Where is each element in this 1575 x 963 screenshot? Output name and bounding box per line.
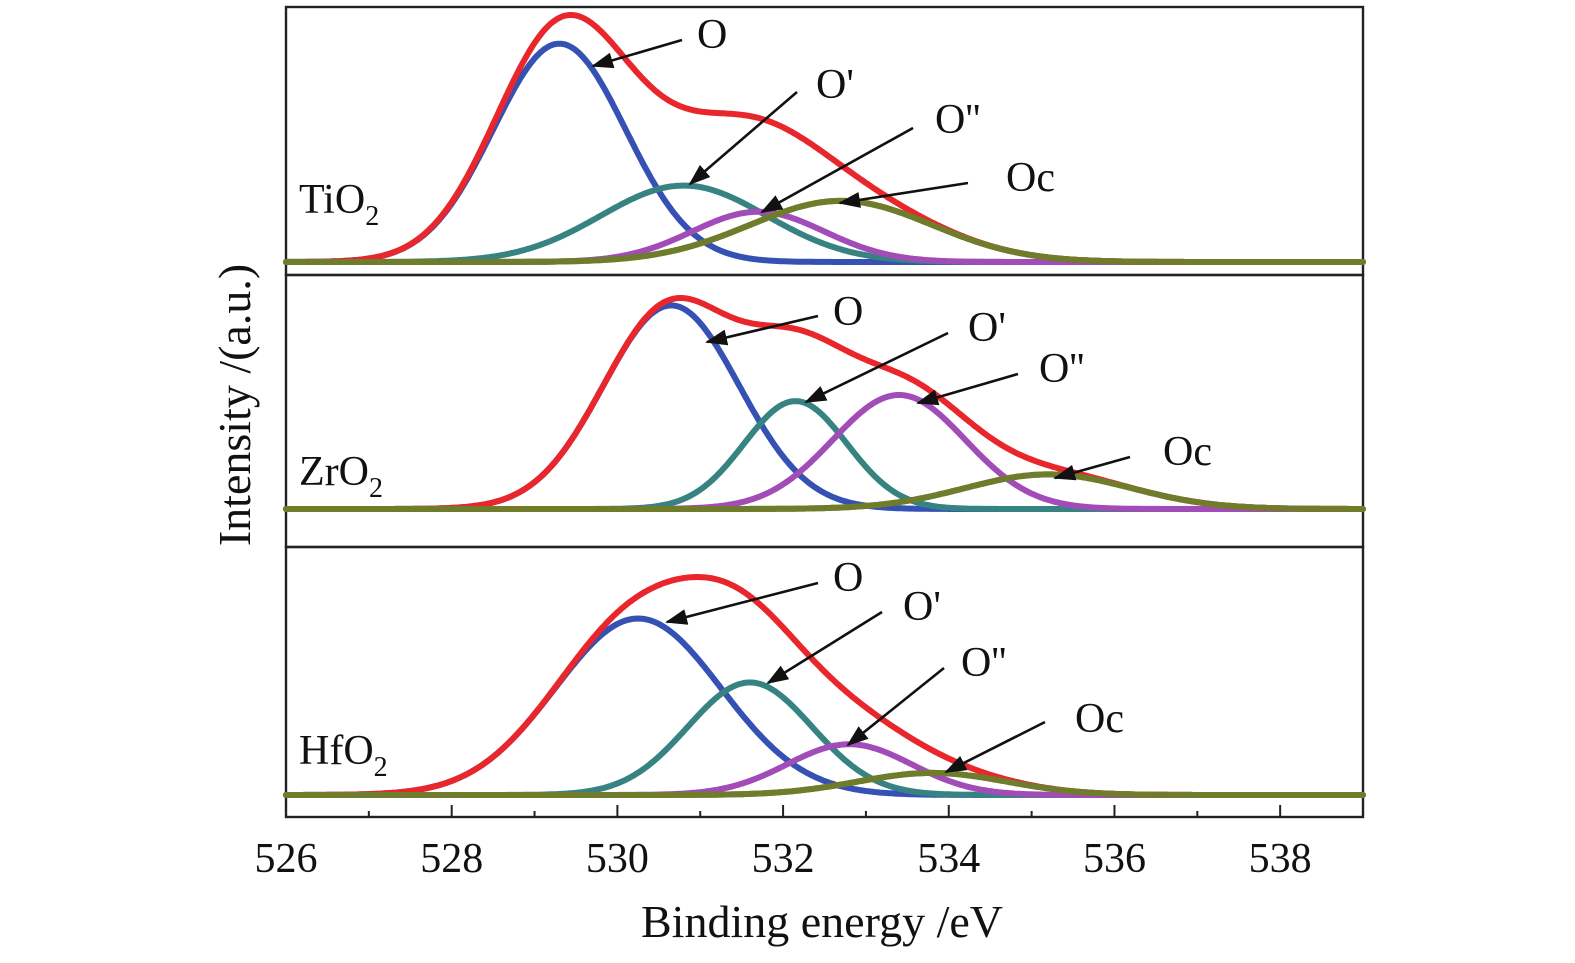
x-tick-label: 532 [752, 836, 815, 882]
envelope-curve [283, 574, 1366, 798]
component-curve-o [283, 302, 1366, 512]
peak-arrow [1053, 455, 1131, 481]
component-curve-oc-overlay [283, 471, 1366, 512]
component-curve-oc-overlay [283, 769, 1366, 798]
peak-label: O'' [935, 97, 980, 143]
panel-frame [284, 545, 1365, 819]
peak-arrow [591, 38, 683, 69]
component-curve-o [283, 615, 1366, 798]
peak-arrow [705, 314, 819, 346]
peak-label: O [833, 555, 863, 601]
component-curve-o-double-prime [283, 208, 1366, 265]
x-tick-label: 526 [255, 836, 318, 882]
envelope-curve [283, 12, 1366, 265]
peak-label: Oc [1006, 155, 1055, 201]
peak-arrow [944, 720, 1046, 774]
peak-arrow [838, 181, 969, 208]
peak-arrow [766, 610, 883, 685]
peak-arrow [804, 331, 949, 404]
x-tick-label: 534 [917, 836, 980, 882]
x-axis-title: Binding energy /eV [641, 896, 1003, 947]
peak-label: O'' [961, 640, 1006, 686]
panel-zro2: O O' O'' Oc ZrO2 [283, 273, 1366, 549]
peak-label: O' [816, 62, 854, 108]
component-curve-o-prime [283, 182, 1366, 265]
x-axis-ticks: 526 528 530 532 534 536 538 [255, 805, 1312, 882]
envelope-curve [283, 295, 1366, 512]
peak-arrow [846, 666, 945, 747]
x-tick-label: 528 [420, 836, 483, 882]
x-tick-label: 538 [1249, 836, 1312, 882]
peak-label: O'' [1039, 346, 1084, 392]
peak-label: O [697, 12, 727, 58]
chart-panels: O O' O'' Oc TiO2 O O' O'' Oc ZrO2 O O' O'' Oc HfO2 [283, 5, 1366, 819]
peak-label: O' [903, 584, 941, 630]
peak-arrow [665, 581, 819, 625]
peak-label: Oc [1075, 696, 1124, 742]
panel-label: HfO2 [299, 728, 388, 783]
y-axis-title: Intensity /(a.u.) [209, 264, 260, 546]
panel-label: TiO2 [299, 177, 379, 232]
peak-label: O [833, 289, 863, 335]
component-curve-oc-overlay [283, 197, 1366, 265]
panel-tio2: O O' O'' Oc TiO2 [283, 5, 1366, 277]
peak-arrow [688, 91, 798, 186]
peak-label: O' [968, 305, 1006, 351]
peak-label: Oc [1163, 429, 1212, 475]
peak-arrow [760, 126, 914, 214]
peak-arrow [916, 372, 1019, 406]
panel-hfo2: O O' O'' Oc HfO2 [283, 545, 1366, 819]
x-tick-label: 536 [1083, 836, 1146, 882]
x-tick-label: 530 [586, 836, 649, 882]
panel-label: ZrO2 [299, 449, 383, 504]
